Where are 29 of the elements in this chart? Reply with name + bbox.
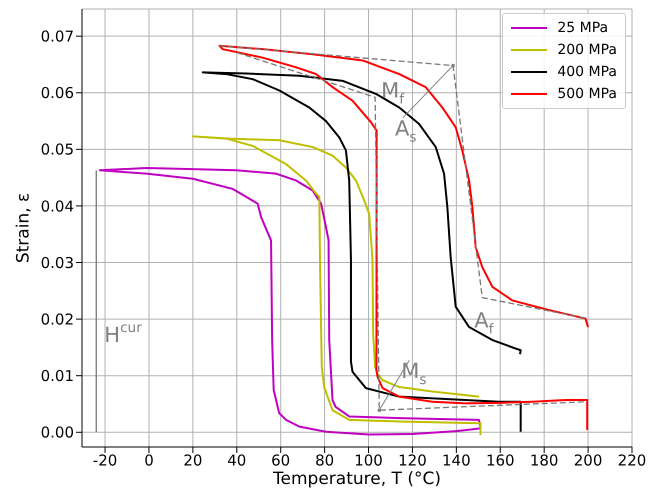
y-tick-label: 0.00 — [40, 424, 74, 442]
legend-label: 400 MPa — [557, 64, 617, 80]
y-tick-label: 0.07 — [40, 27, 74, 46]
legend-label: 500 MPa — [557, 86, 617, 102]
x-tick-label: -20 — [92, 452, 118, 470]
x-tick-label: 100 — [354, 452, 383, 470]
x-axis-title: Temperature, T (°C) — [272, 469, 441, 489]
y-axis-title: Strain, ε — [14, 192, 34, 264]
x-tick-label: 200 — [574, 452, 602, 470]
x-tick-label: 20 — [183, 452, 202, 470]
x-tick-label: 140 — [442, 452, 471, 470]
x-tick-label: 40 — [227, 452, 246, 470]
y-tick-label: 0.05 — [40, 140, 74, 159]
x-tick-label: 120 — [398, 452, 427, 470]
x-tick-label: 160 — [486, 452, 515, 470]
x-tick-label: 0 — [144, 452, 154, 470]
x-tick-label: 80 — [315, 452, 334, 470]
y-tick-label: 0.04 — [40, 197, 74, 216]
y-tick-label: 0.06 — [40, 84, 74, 102]
line-series — [202, 71, 522, 433]
legend-label: 25 MPa — [557, 20, 608, 36]
legend-label: 200 MPa — [557, 42, 617, 58]
x-tick-label: 220 — [618, 452, 646, 470]
x-tick-label: 180 — [530, 452, 558, 470]
x-tick-label: 60 — [271, 452, 290, 470]
annotation: H$^{cur}$ — [104, 320, 142, 347]
y-tick-label: 0.02 — [40, 310, 74, 328]
y-tick-label: 0.01 — [40, 367, 74, 386]
y-tick-label: 0.03 — [40, 254, 74, 272]
